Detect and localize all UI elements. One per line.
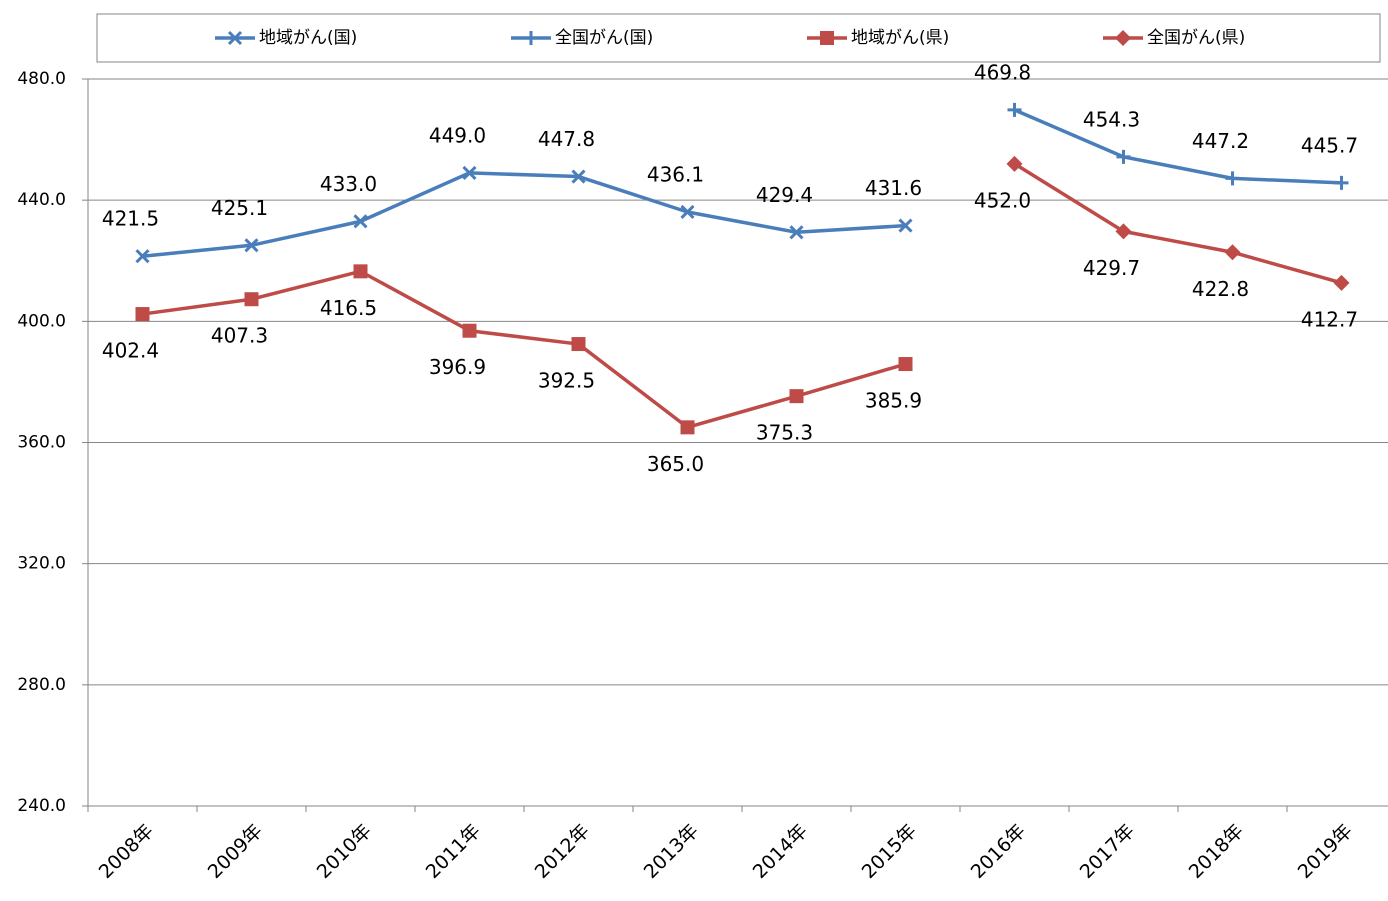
marker xyxy=(244,292,259,307)
marker xyxy=(244,238,259,253)
marker xyxy=(789,389,804,404)
marker xyxy=(135,307,150,322)
marker xyxy=(353,264,368,279)
data-label: 385.9 xyxy=(865,389,922,413)
data-label: 447.2 xyxy=(1192,129,1249,153)
x-tick-label: 2015年 xyxy=(858,820,921,883)
legend-label: 全国がん(国) xyxy=(555,28,653,48)
data-label: 421.5 xyxy=(102,207,159,231)
marker xyxy=(1115,30,1131,46)
data-label: 429.7 xyxy=(1083,256,1140,280)
y-tick-label: 440.0 xyxy=(17,190,66,210)
data-label: 436.1 xyxy=(647,162,704,186)
data-label: 412.7 xyxy=(1301,307,1358,331)
data-label: 449.0 xyxy=(429,123,486,147)
x-tick-label: 2011年 xyxy=(422,820,485,883)
marker xyxy=(227,30,243,46)
marker xyxy=(1224,244,1241,261)
data-label: 433.0 xyxy=(320,172,377,196)
marker xyxy=(1116,149,1131,164)
data-label: 454.3 xyxy=(1083,107,1140,131)
data-label: 445.7 xyxy=(1301,133,1358,157)
series-line xyxy=(1013,108,1342,185)
data-label: 447.8 xyxy=(538,127,595,151)
series-line xyxy=(142,269,906,430)
marker xyxy=(1225,171,1240,186)
marker xyxy=(1115,223,1132,240)
data-label: 416.5 xyxy=(320,296,377,320)
data-label: 425.1 xyxy=(211,196,268,220)
marker xyxy=(462,323,477,338)
x-tick-label: 2018年 xyxy=(1185,820,1248,883)
x-tick-label: 2019年 xyxy=(1294,820,1357,883)
data-label: 469.8 xyxy=(974,60,1031,84)
data-label: 392.5 xyxy=(538,369,595,393)
legend-label: 地域がん(県) xyxy=(851,28,949,48)
y-tick-label: 360.0 xyxy=(17,433,66,453)
series-line xyxy=(142,171,906,258)
marker xyxy=(1334,175,1349,190)
x-tick-label: 2008年 xyxy=(95,820,158,883)
data-label: 396.9 xyxy=(429,355,486,379)
data-label: 422.8 xyxy=(1192,277,1249,301)
x-tick-label: 2016年 xyxy=(967,820,1030,883)
marker xyxy=(680,420,695,435)
marker xyxy=(898,357,913,372)
marker xyxy=(571,169,586,184)
marker xyxy=(1333,274,1350,291)
marker xyxy=(571,337,586,352)
marker xyxy=(462,165,477,180)
legend-label: 全国がん(県) xyxy=(1147,28,1245,48)
series-line xyxy=(1013,162,1342,285)
x-tick-label: 2010年 xyxy=(313,820,376,883)
data-label: 375.3 xyxy=(756,421,813,445)
x-tick-label: 2013年 xyxy=(640,820,703,883)
marker xyxy=(789,225,804,240)
y-tick-label: 400.0 xyxy=(17,311,66,331)
x-tick-label: 2012年 xyxy=(531,820,594,883)
marker xyxy=(135,249,150,264)
y-tick-label: 480.0 xyxy=(17,69,66,89)
marker xyxy=(1006,155,1023,172)
data-label: 429.4 xyxy=(756,183,813,207)
y-tick-label: 280.0 xyxy=(17,675,66,695)
data-label: 402.4 xyxy=(102,339,159,363)
marker xyxy=(524,31,538,45)
y-tick-label: 320.0 xyxy=(17,554,66,574)
marker xyxy=(820,31,834,45)
marker xyxy=(680,204,695,220)
data-label: 365.0 xyxy=(647,452,704,476)
data-label: 431.6 xyxy=(865,176,922,200)
marker xyxy=(1007,102,1022,117)
legend-label: 地域がん(国) xyxy=(259,28,357,48)
legend-box xyxy=(96,13,1381,63)
x-tick-label: 2009年 xyxy=(204,820,267,883)
y-tick-label: 240.0 xyxy=(17,796,66,816)
x-tick-label: 2014年 xyxy=(749,820,812,883)
marker xyxy=(353,214,368,229)
x-tick-label: 2017年 xyxy=(1076,820,1139,883)
data-label: 407.3 xyxy=(211,324,268,348)
marker xyxy=(898,218,913,233)
data-label: 452.0 xyxy=(974,188,1031,212)
